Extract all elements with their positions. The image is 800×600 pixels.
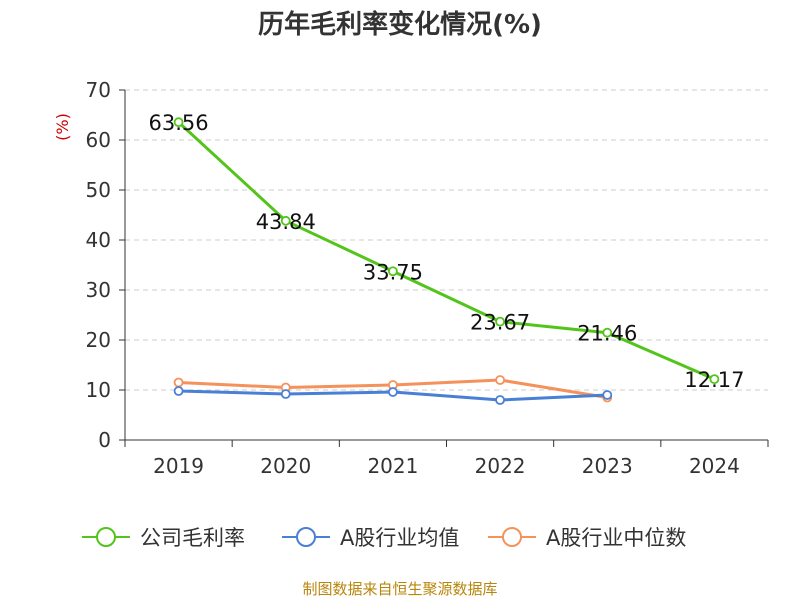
series-line-0 [177,121,716,381]
legend-label-1: A股行业均值 [340,526,459,550]
series [173,117,720,405]
axes: 0 10 20 30 40 50 60 70 2019 2020 2021 2022 2023 2024 [86,78,769,478]
data-labels: 63.56 43.84 33.75 23.67 21.46 12.17 [149,111,745,392]
x-tick-label-2019: 2019 [153,454,204,478]
data-label-2021: 33.75 [363,260,423,284]
data-label-2022: 23.67 [470,311,530,335]
y-tick-label: 20 [86,328,111,352]
legend-marker-0 [96,527,116,547]
data-point-s1-3 [495,395,505,405]
data-point-s0-5 [709,374,720,385]
data-point-s0-2 [388,266,398,277]
chart-title: 历年毛利率变化情况(%) [258,10,542,40]
data-point-s2-3 [495,375,505,385]
data-label-2024: 12.17 [684,368,744,392]
x-tick-label-2021: 2021 [367,454,418,478]
y-tick-label: 40 [86,228,111,252]
legend-label-2: A股行业中位数 [546,526,686,550]
source-note: 制图数据来自恒生聚源数据库 [302,580,498,598]
legend-label-0: 公司毛利率 [140,526,245,550]
y-tick-label: 50 [86,178,111,202]
grid-lines [125,89,768,391]
legend[interactable]: 公司毛利率 A股行业均值 A股行业中位数 [82,526,686,550]
data-point-s0-0 [173,117,184,128]
data-label-2023: 21.46 [577,322,637,346]
data-point-s2-0 [173,377,184,388]
data-point-s0-3 [495,316,505,327]
data-point-s1-0 [173,386,184,396]
x-tick-label-2022: 2022 [475,454,526,478]
data-label-2020: 43.84 [256,210,316,234]
data-point-s1-2 [388,387,398,397]
legend-item-1[interactable]: A股行业均值 [282,526,459,550]
data-point-s0-4 [602,327,613,338]
y-tick-label: 10 [86,378,111,402]
legend-item-2[interactable]: A股行业中位数 [488,526,686,550]
y-tick-label: 0 [98,428,111,452]
x-tick-label-2024: 2024 [689,454,740,478]
y-tick-label: 30 [86,278,111,302]
data-point-s0-1 [280,215,291,226]
legend-item-0[interactable]: 公司毛利率 [82,526,245,550]
y-tick-label: 70 [86,78,111,102]
x-tick-label-2023: 2023 [582,454,633,478]
legend-marker-2 [502,527,522,547]
data-point-s1-1 [280,389,291,399]
y-axis-label: (%) [53,113,72,141]
y-tick-label: 60 [86,128,111,152]
data-label-2019: 63.56 [149,111,209,135]
data-point-s1-4 [602,390,613,400]
x-tick-label-2020: 2020 [260,454,311,478]
legend-marker-1 [296,527,316,547]
